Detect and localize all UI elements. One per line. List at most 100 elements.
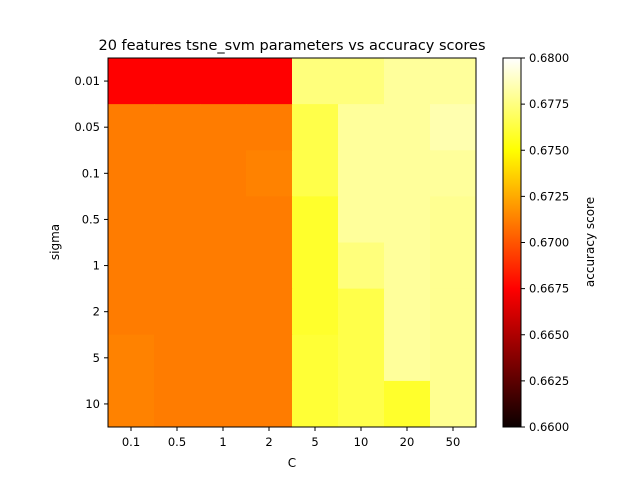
colorbar-tick-label: 0.6700 (529, 236, 569, 250)
heatmap-cell (200, 104, 247, 151)
heatmap-cell (246, 58, 293, 105)
colorbar (502, 57, 522, 428)
heatmap-cell (292, 58, 339, 105)
colorbar-tick-label: 0.6750 (529, 143, 569, 157)
plot-frame (107, 57, 477, 428)
heatmap-cell (384, 242, 431, 290)
x-tick-label: 1 (219, 435, 226, 449)
heatmap-cell (430, 58, 477, 105)
heatmap-cell (430, 334, 477, 382)
heatmap-cell (108, 288, 155, 336)
x-axis-ticks: 0.1 0.5 1 2 5 10 20 50 (122, 427, 460, 449)
heatmap-cell (200, 334, 247, 382)
heatmap-cell (338, 242, 385, 290)
heatmap-cell (292, 104, 339, 151)
heatmap-cell (338, 334, 385, 382)
heatmap-cell (338, 104, 385, 151)
heatmap-cell (200, 380, 247, 428)
y-tick-label: 0.1 (82, 166, 100, 180)
y-axis-ticks: 0.01 0.05 0.1 0.5 1 2 5 10 (74, 74, 108, 411)
heatmap-cell (430, 380, 477, 428)
heatmap-cell (200, 196, 247, 244)
colorbar-tick-label: 0.6650 (529, 328, 569, 342)
x-tick-label: 0.5 (168, 435, 186, 449)
heatmap-cell (246, 380, 293, 428)
heatmap-cell (154, 150, 201, 197)
x-tick-label: 5 (311, 435, 318, 449)
heatmap-cell (200, 58, 247, 105)
y-tick-label: 1 (93, 259, 100, 273)
heatmap-cell (154, 196, 201, 244)
heatmap-cell (246, 334, 293, 382)
heatmap-cell (384, 334, 431, 382)
heatmap-cell (384, 58, 431, 105)
colorbar-tick-label: 0.6625 (529, 374, 569, 388)
heatmap-cell (292, 380, 339, 428)
heatmap-cell (108, 196, 155, 244)
y-tick-label: 0.5 (82, 212, 100, 226)
heatmap-cell (200, 150, 247, 197)
chart-title: 20 features tsne_svm parameters vs accur… (98, 38, 485, 54)
heatmap-cell (246, 104, 293, 151)
heatmap-cells (108, 58, 477, 428)
heatmap-cell (108, 380, 155, 428)
heatmap-cell (292, 242, 339, 290)
heatmap-cell (430, 150, 477, 197)
heatmap-cell (154, 104, 201, 151)
heatmap-cell (200, 288, 247, 336)
colorbar-tick-label: 0.6600 (529, 420, 569, 434)
heatmap-cell (384, 380, 431, 428)
heatmap-cell (430, 242, 477, 290)
heatmap-cell (200, 242, 247, 290)
x-tick-label: 0.1 (122, 435, 140, 449)
heatmap-cell (430, 196, 477, 244)
y-tick-label: 2 (93, 305, 100, 319)
y-axis-label: sigma (48, 224, 62, 260)
y-tick-label: 0.05 (74, 120, 100, 134)
colorbar-label: accuracy score (583, 197, 597, 287)
y-tick-label: 0.01 (74, 74, 100, 88)
heatmap-cell (384, 104, 431, 151)
y-tick-label: 10 (85, 397, 100, 411)
heatmap-cell (108, 242, 155, 290)
heatmap-cell (384, 150, 431, 197)
x-tick-label: 50 (446, 435, 461, 449)
heatmap-cell (384, 196, 431, 244)
heatmap-cell (108, 58, 155, 105)
heatmap-cell (384, 288, 431, 336)
heatmap-cell (108, 104, 155, 151)
heatmap-cell (154, 58, 201, 105)
heatmap-cell (338, 196, 385, 244)
colorbar-tick-label: 0.6675 (529, 282, 569, 296)
heatmap-cell (154, 380, 201, 428)
y-tick-label: 5 (93, 351, 100, 365)
heatmap-cell (430, 104, 477, 151)
heatmap-cell (246, 242, 293, 290)
heatmap-cell (246, 196, 293, 244)
heatmap-cell (154, 242, 201, 290)
colorbar-tick-label: 0.6800 (529, 51, 569, 65)
heatmap-cell (338, 150, 385, 197)
heatmap-cell (108, 150, 155, 197)
heatmap-cell (154, 334, 201, 382)
heatmap-cell (246, 288, 293, 336)
heatmap-cell (292, 334, 339, 382)
heatmap-cell (292, 196, 339, 244)
colorbar-tick-label: 0.6725 (529, 189, 569, 203)
colorbar-tick-label: 0.6775 (529, 97, 569, 111)
heatmap-cell (292, 288, 339, 336)
heatmap-cell (430, 288, 477, 336)
heatmap-cell (246, 150, 293, 197)
heatmap-cell (292, 150, 339, 197)
heatmap-cell (338, 288, 385, 336)
heatmap-cell (338, 58, 385, 105)
heatmap-cell (338, 380, 385, 428)
heatmap-cell (108, 334, 155, 382)
colorbar-ticks: 0.6600 0.6625 0.6650 0.6675 0.6700 0.6725 0.67… (521, 51, 569, 434)
x-tick-label: 20 (400, 435, 415, 449)
x-tick-label: 2 (265, 435, 272, 449)
x-axis-label: C (288, 456, 296, 470)
x-tick-label: 10 (354, 435, 369, 449)
heatmap-cell (154, 288, 201, 336)
